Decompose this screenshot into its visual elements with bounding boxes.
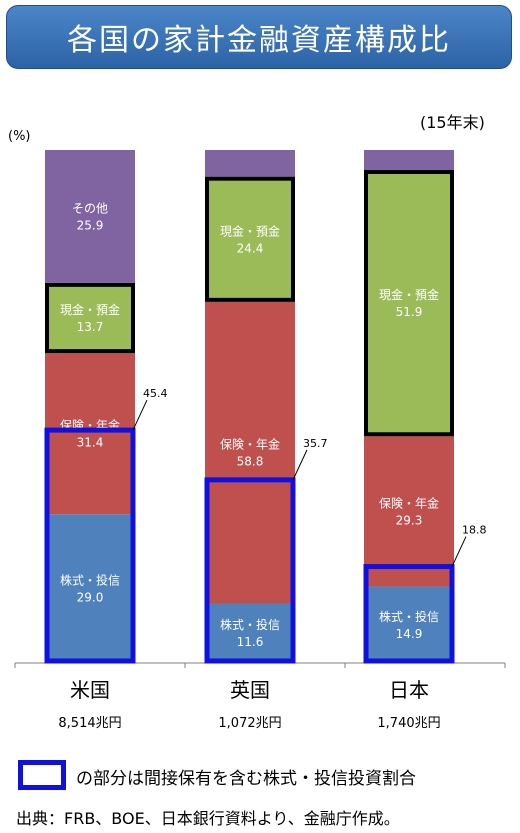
- segment-name-label: 現金・預金: [60, 302, 120, 317]
- indirect-share-label: 45.4: [143, 387, 168, 400]
- segment-value-label: 13.7: [77, 320, 104, 334]
- segment-value-label: 31.4: [77, 436, 104, 450]
- callout-leader: [292, 449, 308, 481]
- indirect-share-box: [44, 427, 136, 664]
- bar-segment-1: [205, 301, 295, 604]
- category-label: 米国: [70, 678, 110, 702]
- segment-name-label: 株式・投信: [220, 617, 280, 632]
- segment-name-label: 保険・年金: [220, 437, 280, 452]
- bar-segment-1: [45, 353, 135, 515]
- bar-segment-3: [205, 150, 295, 177]
- callout-leader: [451, 536, 467, 567]
- chart-title-banner: 各国の家計金融資産構成比: [6, 5, 512, 69]
- bar-segment-2: [45, 282, 135, 354]
- stacked-bar-chart: (%) (15年末) 株式・投信 29.0 保険・年金 31.4 現金・預金 13.7 その他 2…: [8, 113, 506, 731]
- y-unit-label: (%): [8, 129, 31, 144]
- category-label: 英国: [230, 678, 270, 702]
- cash-deposit-frame: [364, 170, 454, 437]
- category-label: 日本: [389, 678, 429, 702]
- bar-segment-0: [45, 514, 135, 663]
- segment-name-label: 株式・投信: [60, 573, 120, 588]
- segment-value-label: 24.4: [237, 241, 264, 255]
- segment-name-label: 現金・預金: [379, 287, 439, 302]
- source-note: 出典：FRB、BOE、日本銀行資料より、金融庁作成。: [16, 809, 400, 828]
- bar-segment-3: [45, 150, 135, 283]
- segment-value-label: 58.8: [237, 455, 264, 469]
- total-assets-label: 1,072兆円: [218, 716, 281, 731]
- cash-deposit-frame: [205, 176, 295, 302]
- bar-segment-2: [205, 176, 295, 302]
- chart-title: 各国の家計金融資産構成比: [67, 23, 451, 58]
- bar-segment-2: [364, 170, 454, 437]
- legend-swatch-indirect: [18, 760, 66, 790]
- bar-segment-0: [205, 603, 295, 663]
- segment-value-label: 29.0: [77, 591, 104, 605]
- segment-value-label: 11.6: [237, 635, 264, 649]
- segment-name-label: その他: [72, 201, 108, 215]
- segment-value-label: 29.3: [396, 513, 423, 527]
- segment-value-label: 51.9: [396, 305, 423, 319]
- indirect-share-box: [363, 564, 455, 664]
- bar-segment-0: [364, 586, 454, 663]
- indirect-share-label: 35.7: [303, 437, 328, 450]
- legend-text: の部分は間接保有を含む株式・投信投資割合: [76, 769, 416, 789]
- segment-name-label: 保険・年金: [379, 495, 439, 510]
- indirect-share-box: [204, 477, 296, 664]
- segment-name-label: 株式・投信: [379, 609, 439, 624]
- bar-segment-1: [364, 436, 454, 587]
- segment-name-label: 現金・預金: [220, 223, 280, 238]
- callout-leader: [132, 399, 148, 431]
- indirect-share-label: 18.8: [462, 524, 487, 537]
- total-assets-label: 1,740兆円: [377, 716, 440, 731]
- period-label: (15年末): [420, 113, 485, 132]
- segment-value-label: 25.9: [77, 218, 104, 232]
- cash-deposit-frame: [45, 282, 135, 354]
- segment-value-label: 14.9: [396, 627, 423, 641]
- bar-segment-3: [364, 150, 454, 171]
- total-assets-label: 8,514兆円: [58, 716, 121, 731]
